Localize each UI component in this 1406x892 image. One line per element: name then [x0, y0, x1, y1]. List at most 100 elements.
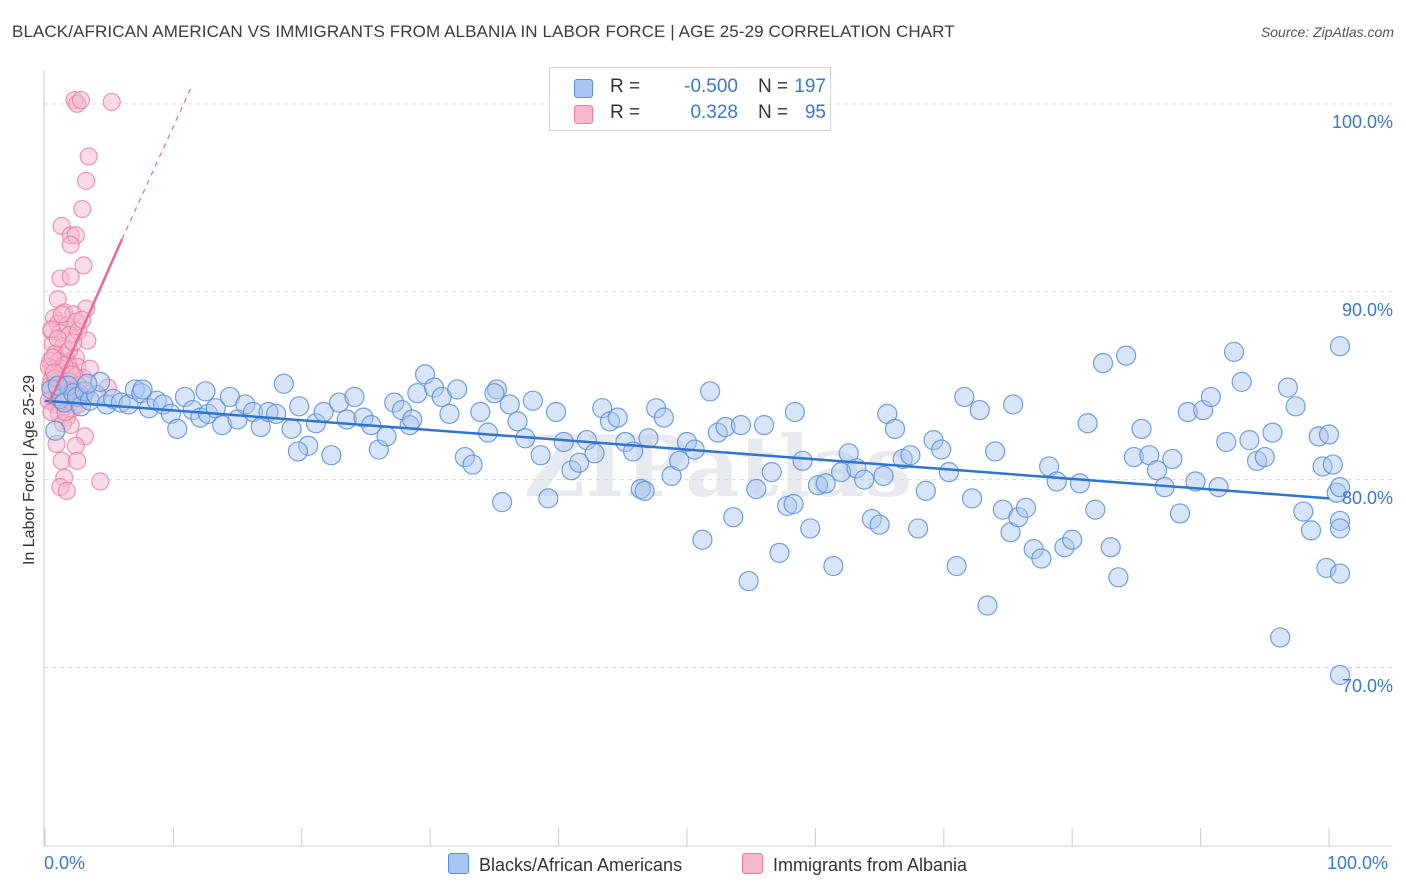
- black-point: [290, 397, 309, 416]
- black-point: [1070, 474, 1089, 493]
- black-point: [1286, 397, 1305, 416]
- albania-point: [67, 437, 84, 454]
- black-point: [939, 463, 958, 482]
- black-point: [322, 446, 341, 465]
- black-point: [554, 433, 573, 452]
- black-point: [282, 419, 301, 438]
- black-point: [947, 557, 966, 576]
- black-point: [724, 508, 743, 527]
- black-point: [523, 391, 542, 410]
- black-point: [1331, 519, 1350, 538]
- black-point: [1101, 538, 1120, 557]
- albania-point: [58, 482, 75, 499]
- legend-n-label: N =: [758, 76, 788, 98]
- black-point: [785, 402, 804, 421]
- black-point: [168, 419, 187, 438]
- legend-r-label: R =: [610, 102, 640, 124]
- black-point: [1331, 337, 1350, 356]
- albania-point: [62, 236, 79, 253]
- black-point: [1294, 502, 1313, 521]
- y-tick-label: 100.0%: [1332, 112, 1393, 133]
- bottom-legend-swatch-blue: [448, 853, 469, 874]
- black-point: [585, 444, 604, 463]
- black-point: [1047, 472, 1066, 491]
- legend-r-value-albania: 0.328: [642, 102, 738, 124]
- black-point: [440, 404, 459, 423]
- x-tick-label-max: 100.0%: [1327, 853, 1388, 874]
- black-point: [855, 470, 874, 489]
- black-point: [1320, 425, 1339, 444]
- legend-n-value-albania: 95: [786, 102, 826, 124]
- y-tick-label: 70.0%: [1342, 676, 1393, 697]
- black-point: [747, 480, 766, 499]
- black-point: [274, 374, 293, 393]
- black-point: [693, 530, 712, 549]
- albania-point: [74, 201, 91, 218]
- black-point: [1323, 455, 1342, 474]
- black-point: [1263, 423, 1282, 442]
- albania-point: [69, 452, 86, 469]
- black-point: [1171, 504, 1190, 523]
- black-point: [288, 442, 307, 461]
- black-point: [478, 423, 497, 442]
- black-point: [1255, 448, 1274, 467]
- black-point: [1201, 387, 1220, 406]
- albania-point: [103, 93, 120, 110]
- legend-r-label: R =: [610, 76, 640, 98]
- albania-point: [53, 452, 70, 469]
- bottom-legend-swatch-pink: [742, 853, 763, 874]
- black-point: [731, 416, 750, 435]
- black-point: [635, 481, 654, 500]
- black-point: [608, 408, 627, 427]
- black-point: [932, 440, 951, 459]
- black-point: [955, 387, 974, 406]
- black-point: [770, 543, 789, 562]
- black-point: [1063, 530, 1082, 549]
- black-point: [1217, 433, 1236, 452]
- albania-point: [78, 172, 95, 189]
- black-point: [963, 489, 982, 508]
- x-tick-label-min: 0.0%: [44, 853, 85, 874]
- black-point: [986, 442, 1005, 461]
- black-point: [1032, 549, 1051, 568]
- bottom-legend-item-black[interactable]: Blacks/African Americans: [448, 853, 682, 876]
- legend-swatch-blue: [574, 79, 593, 98]
- black-point: [1271, 628, 1290, 647]
- black-point: [901, 446, 920, 465]
- black-point: [1117, 346, 1136, 365]
- albania-point: [92, 473, 109, 490]
- black-point: [403, 410, 422, 429]
- black-point: [267, 404, 286, 423]
- scatter-plot: ZIPatlas: [0, 0, 1406, 892]
- black-point: [196, 382, 215, 401]
- black-point: [916, 481, 935, 500]
- black-point: [793, 451, 812, 470]
- black-point: [886, 419, 905, 438]
- black-point: [1278, 378, 1297, 397]
- black-point: [463, 455, 482, 474]
- black-point: [1209, 478, 1228, 497]
- albania-point: [80, 148, 97, 165]
- black-point: [448, 380, 467, 399]
- black-point: [471, 402, 490, 421]
- stats-legend: R = -0.500 N = 197 R = 0.328 N = 95: [549, 67, 831, 131]
- bottom-legend-item-albania[interactable]: Immigrants from Albania: [742, 853, 967, 876]
- albania-trend-extension: [122, 87, 191, 239]
- black-point: [970, 401, 989, 420]
- black-point: [784, 495, 803, 514]
- legend-n-label: N =: [758, 102, 788, 124]
- black-point: [1302, 521, 1321, 540]
- black-point: [1004, 395, 1023, 414]
- black-point: [539, 489, 558, 508]
- black-point: [824, 557, 843, 576]
- black-point: [1094, 354, 1113, 373]
- black-point: [1086, 500, 1105, 519]
- black-point: [1109, 568, 1128, 587]
- black-point: [78, 374, 97, 393]
- black-point: [755, 416, 774, 435]
- black-point: [133, 380, 152, 399]
- black-point: [701, 382, 720, 401]
- albania-point: [44, 349, 61, 366]
- black-point: [978, 596, 997, 615]
- black-point: [337, 410, 356, 429]
